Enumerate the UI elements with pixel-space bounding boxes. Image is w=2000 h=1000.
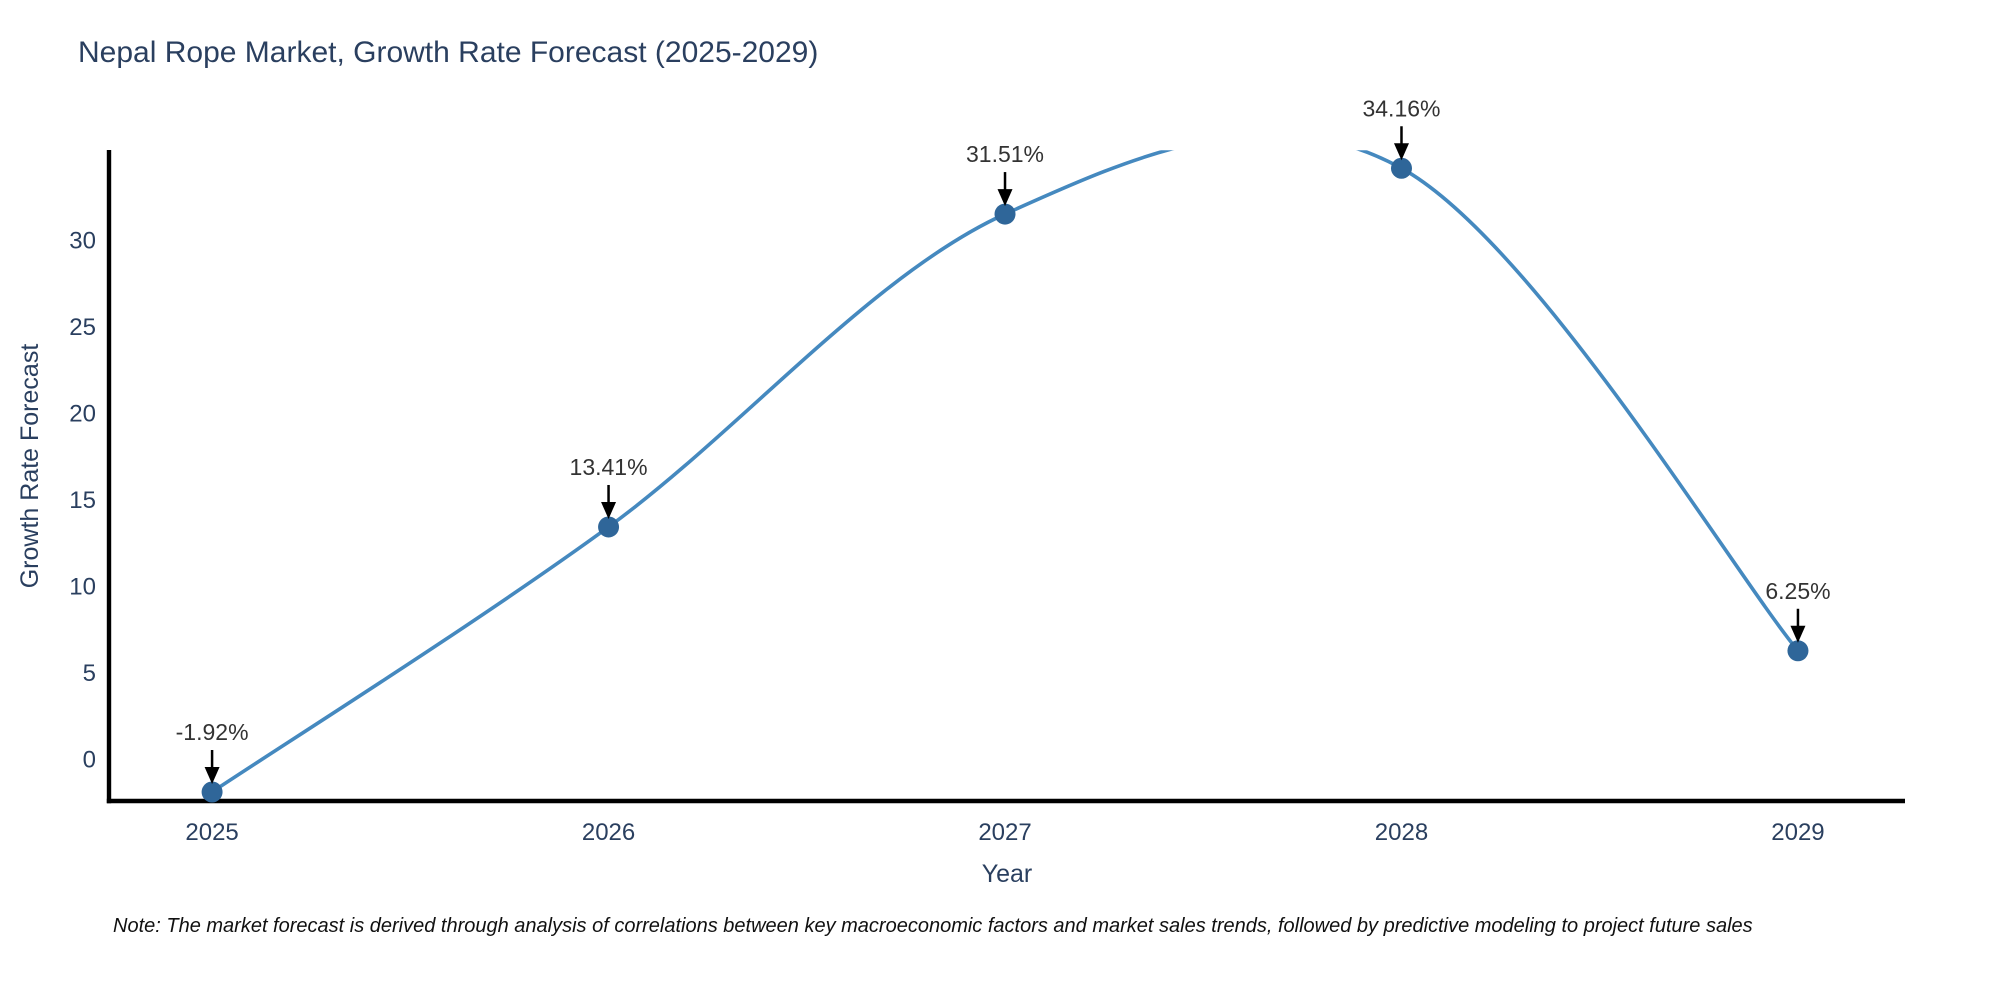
x-tick-label: 2028 xyxy=(1375,819,1428,846)
annotation-arrowhead xyxy=(1393,143,1409,161)
y-tick-label: 10 xyxy=(69,573,96,600)
data-point-label: -1.92% xyxy=(176,719,249,745)
data-point xyxy=(201,781,223,803)
trend-line xyxy=(210,150,1800,794)
y-axis-title: Growth Rate Forecast xyxy=(16,343,44,589)
x-tick-label: 2029 xyxy=(1771,819,1824,846)
footnote: Note: The market forecast is derived thr… xyxy=(113,915,1753,937)
x-tick-label: 2026 xyxy=(582,819,635,846)
data-point xyxy=(598,516,620,538)
x-tick-label: 2025 xyxy=(185,819,238,846)
data-point xyxy=(1390,157,1412,179)
y-tick-label: 25 xyxy=(69,314,96,341)
annotation-arrowhead xyxy=(997,189,1013,207)
y-tick-label: 20 xyxy=(69,401,96,428)
data-point xyxy=(994,203,1016,225)
data-point xyxy=(1787,640,1809,662)
x-tick-label: 2027 xyxy=(978,819,1031,846)
chart-title: Nepal Rope Market, Growth Rate Forecast … xyxy=(78,36,819,69)
data-point-label: 6.25% xyxy=(1765,578,1830,604)
data-point-label: 13.41% xyxy=(570,454,648,480)
y-tick-label: 15 xyxy=(69,487,96,514)
annotation-arrowhead xyxy=(601,501,617,519)
data-point-label: 31.51% xyxy=(966,141,1044,167)
y-tick-label: 0 xyxy=(83,746,96,773)
y-tick-label: 30 xyxy=(69,228,96,255)
y-tick-label: 5 xyxy=(83,660,96,687)
x-axis-title: Year xyxy=(981,860,1033,888)
annotation-arrowhead xyxy=(1790,625,1806,643)
data-point-label: 34.16% xyxy=(1362,95,1440,121)
annotation-arrowhead xyxy=(204,767,220,785)
